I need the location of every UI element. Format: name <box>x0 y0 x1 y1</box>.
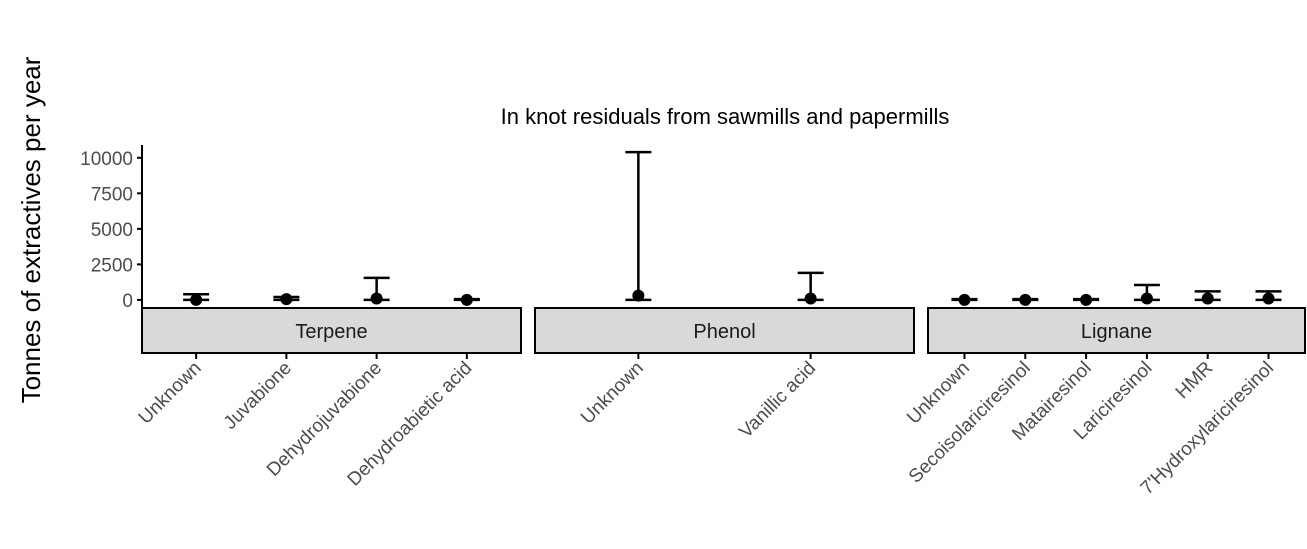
point <box>1140 292 1153 305</box>
chart-title: In knot residuals from sawmills and pape… <box>501 104 950 129</box>
x-tick-label: Juvabione <box>220 358 296 434</box>
x-tick-label: Unknown <box>577 358 648 429</box>
y-axis-title: Tonnes of extractives per year <box>16 56 46 403</box>
facet-label: Lignane <box>1081 321 1152 343</box>
facet-label: Phenol <box>693 321 755 343</box>
facet-label: Terpene <box>295 321 367 343</box>
point <box>1262 292 1275 305</box>
point <box>460 293 473 306</box>
y-tick-label: 2500 <box>91 255 133 276</box>
y-tick-label: 7500 <box>91 184 133 205</box>
facet-strip <box>927 307 1306 354</box>
y-tick-label: 10000 <box>80 149 133 170</box>
point <box>804 292 817 305</box>
facet-strip <box>534 307 915 354</box>
point <box>632 289 645 302</box>
point <box>1019 293 1032 306</box>
facet-strip <box>141 307 522 354</box>
point <box>370 292 383 305</box>
point <box>958 293 971 306</box>
point <box>1080 293 1093 306</box>
x-tick-label: HMR <box>1172 358 1217 403</box>
y-tick-label: 5000 <box>91 220 133 241</box>
point <box>280 293 293 306</box>
point <box>1201 292 1214 305</box>
point <box>190 293 203 306</box>
x-tick-label: Unknown <box>135 358 206 429</box>
y-tick-label: 0 <box>122 291 133 312</box>
x-tick-label: Vanillic acid <box>735 358 820 443</box>
